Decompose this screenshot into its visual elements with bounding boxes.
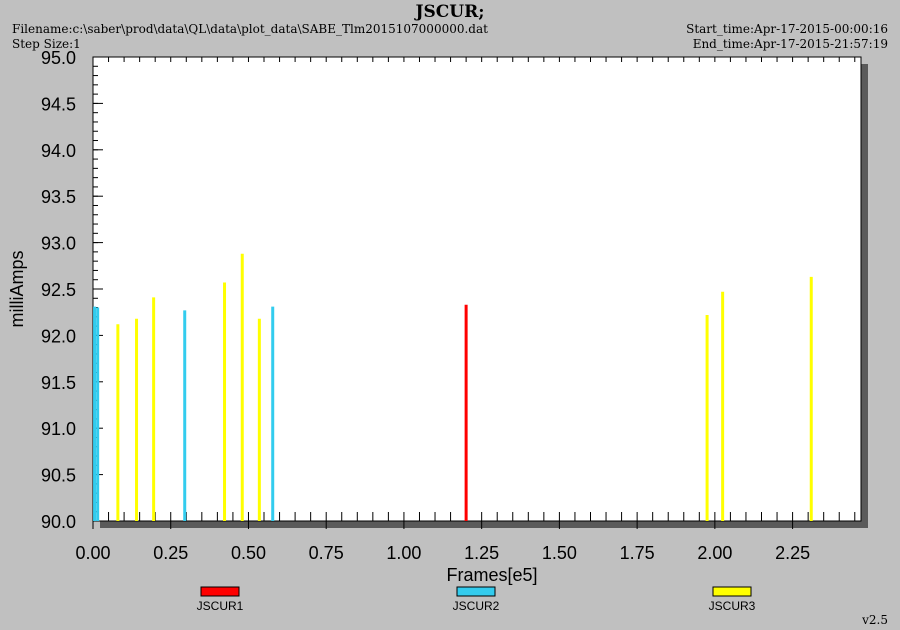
x-tick-label: 0.25 [153,543,188,563]
x-tick-label: 1.00 [386,543,421,563]
y-tick-label: 90.5 [41,466,76,486]
start-time-label: Start_time:Apr-17-2015-00:00:16 [686,22,888,36]
end-time-label: End_time:Apr-17-2015-21:57:19 [692,37,888,51]
y-tick-label: 95.0 [41,48,76,68]
version-label: v2.5 [862,613,888,627]
legend-label-jscur2: JSCUR2 [453,599,500,613]
x-tick-label: 1.50 [542,543,577,563]
step-size-label: Step Size:1 [12,37,81,51]
y-tick-label: 94.0 [41,141,76,161]
y-tick-label: 91.0 [41,419,76,439]
x-tick-label: 2.25 [775,543,810,563]
legend-swatch-jscur2 [456,586,496,597]
y-tick-label: 92.5 [41,280,76,300]
legend-swatch-jscur3 [712,586,752,597]
x-tick-label: 0.50 [231,543,266,563]
y-tick-label: 91.5 [41,373,76,393]
legend-swatch-jscur1 [200,586,240,597]
x-axis-label: Frames[e5] [446,565,537,585]
x-tick-label: 0.00 [75,543,110,563]
y-tick-label: 94.5 [41,94,76,114]
y-tick-label: 92.0 [41,326,76,346]
legend-label-jscur1: JSCUR1 [197,599,244,613]
y-tick-label: 93.0 [41,234,76,254]
x-tick-label: 2.00 [697,543,732,563]
plot-area [92,56,862,522]
x-tick-label: 1.25 [464,543,499,563]
y-axis-label: milliAmps [7,250,27,327]
y-tick-label: 93.5 [41,187,76,207]
y-tick-label: 90.0 [41,512,76,532]
filename-label: Filename:c:\saber\prod\data\QL\data\plot… [12,22,488,36]
x-tick-label: 0.75 [309,543,344,563]
x-tick-label: 1.75 [620,543,655,563]
chart-title: JSCUR; [415,2,485,22]
legend-label-jscur3: JSCUR3 [709,599,756,613]
